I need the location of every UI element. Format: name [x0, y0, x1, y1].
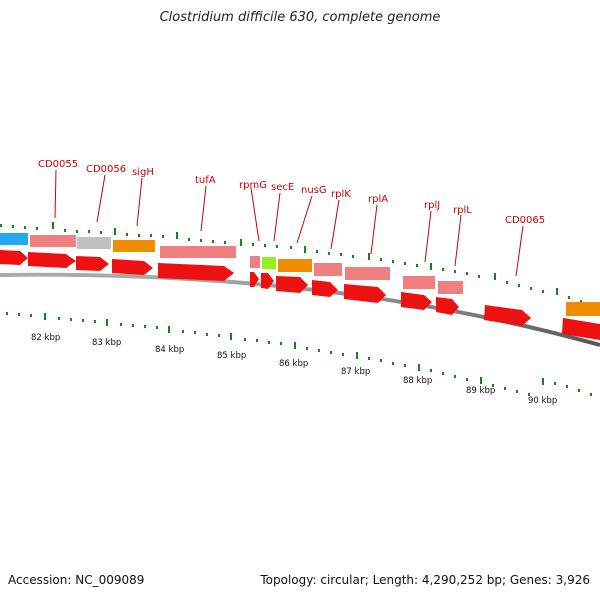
gene-rplJ[interactable] [403, 276, 435, 289]
gene-arrow-10[interactable] [344, 284, 386, 303]
scale-label: 88 kbp [403, 376, 432, 386]
gene-tufA[interactable] [160, 246, 236, 258]
gene-cd0055[interactable] [30, 235, 76, 247]
gene-arrow-13[interactable] [484, 305, 531, 326]
gene-arrow-6[interactable] [250, 272, 259, 287]
gene-label[interactable]: rplJ [424, 200, 440, 211]
scale-label: 85 kbp [217, 351, 246, 361]
gene-arrow-14[interactable] [562, 318, 600, 340]
gene-nusG[interactable] [278, 259, 312, 272]
gene-arrow-12[interactable] [436, 297, 459, 315]
gene-rplA[interactable] [345, 267, 390, 280]
gene-label[interactable]: secE [271, 182, 294, 193]
gene-label[interactable]: CD0065 [505, 215, 545, 226]
scale-label: 86 kbp [279, 359, 308, 369]
gene-arrow-5[interactable] [158, 263, 234, 281]
gene-arrow-1[interactable] [0, 250, 28, 265]
scale-label: 87 kbp [341, 367, 370, 377]
gene-label[interactable]: CD0056 [86, 164, 126, 175]
gene-cd0056[interactable] [77, 237, 111, 249]
gene-cd0054[interactable] [0, 233, 28, 245]
gene-label[interactable]: rplL [453, 205, 472, 216]
genome-summary-text: Topology: circular; Length: 4,290,252 bp… [260, 573, 590, 587]
gene-label[interactable]: tufA [195, 175, 216, 186]
gene-sigH[interactable] [113, 240, 155, 252]
lower-tick-track [6, 312, 592, 396]
gene-label[interactable]: CD0055 [38, 159, 78, 170]
forward-strand-genes [0, 233, 600, 316]
gene-label[interactable]: nusG [301, 185, 327, 196]
scale-label: 84 kbp [155, 345, 184, 355]
gene-arrow-3[interactable] [76, 256, 109, 271]
gene-arrow-7[interactable] [261, 273, 274, 289]
accession-text: Accession: NC_009089 [8, 573, 145, 587]
gene-labels: CD0055 CD0056 sigH tufA rpmG secE nusG r… [38, 159, 545, 226]
map-title: Clostridium difficile 630, complete geno… [159, 10, 441, 25]
gene-rplK[interactable] [314, 263, 342, 276]
scale-label: 90 kbp [528, 396, 557, 406]
gene-label[interactable]: rplA [368, 194, 388, 205]
gene-arrow-9[interactable] [312, 280, 338, 297]
gene-label[interactable]: rplK [331, 189, 351, 200]
gene-rpmG[interactable] [250, 256, 260, 268]
gene-arrow-11[interactable] [401, 292, 432, 310]
scale-labels: 82 kbp 83 kbp 84 kbp 85 kbp 86 kbp 87 kb… [31, 333, 557, 406]
gene-rplL[interactable] [438, 281, 463, 294]
gene-arrow-4[interactable] [112, 259, 153, 275]
reverse-strand-genes [0, 250, 600, 340]
scale-label: 82 kbp [31, 333, 60, 343]
scale-label: 89 kbp [466, 386, 495, 396]
gene-cd0066[interactable] [566, 302, 600, 316]
label-leaders [54, 169, 524, 277]
gene-arrow-2[interactable] [28, 252, 76, 268]
gene-secE[interactable] [262, 257, 276, 269]
gene-label[interactable]: rpmG [239, 180, 267, 191]
scale-label: 83 kbp [92, 338, 121, 348]
gene-label[interactable]: sigH [132, 167, 154, 178]
upper-tick-track [0, 222, 594, 306]
gene-arrow-8[interactable] [276, 276, 308, 293]
